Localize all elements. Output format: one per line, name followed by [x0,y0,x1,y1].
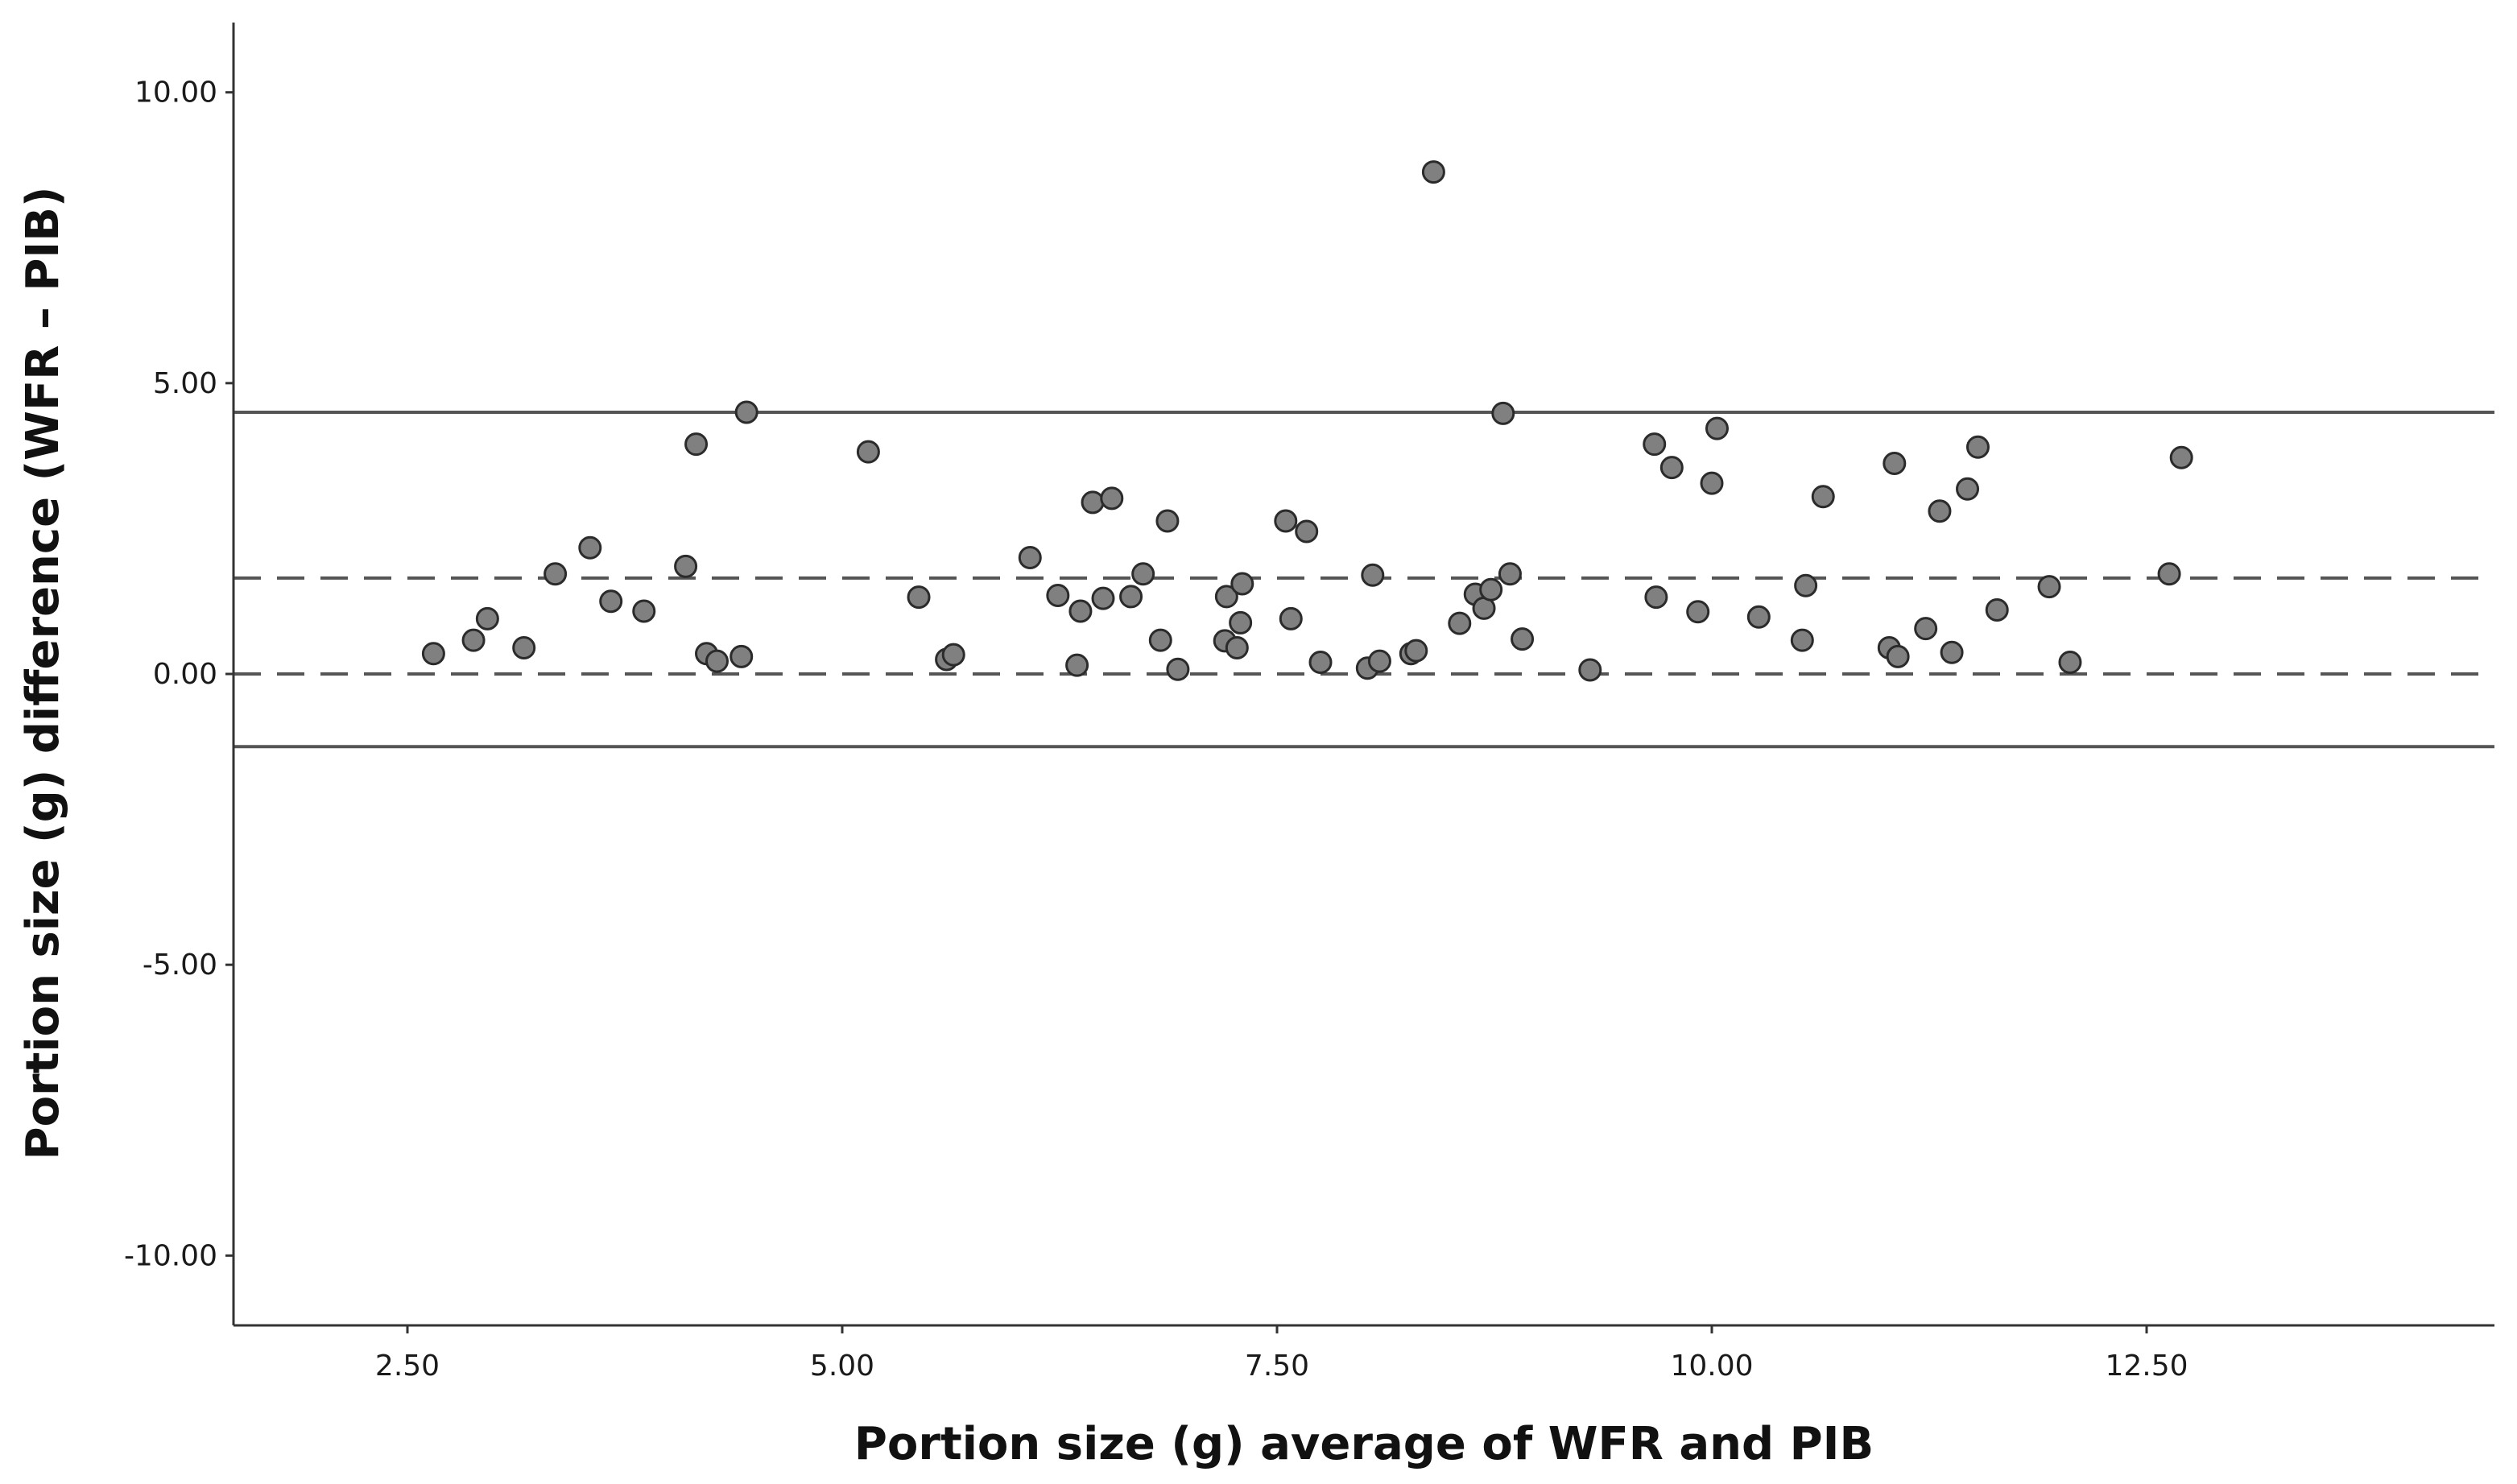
data-point [1965,435,1990,459]
data-point [1644,585,1668,610]
data-point [1361,563,1385,587]
y-tick-label: -10.00 [124,1239,217,1272]
data-point [1790,628,1814,652]
data-point [475,606,499,630]
data-point [2058,651,2082,675]
data-point [1746,605,1771,629]
data-point [1421,160,1445,184]
data-point [1940,640,1964,664]
data-point [1700,471,1724,495]
data-point [632,599,656,623]
data-point [1274,509,1298,533]
data-point [1498,562,1522,586]
x-axis-ticks: 2.50 5.00 7.50 10.00 12.50 [375,1325,2188,1383]
data-point [684,432,709,457]
data-point [1479,577,1503,601]
data-point [1279,606,1303,630]
x-tick-label: 7.50 [1245,1350,1309,1383]
data-point [1148,628,1172,652]
data-point [856,440,880,464]
data-point [1166,657,1190,681]
data-point [1367,649,1391,673]
data-point [543,562,568,586]
x-tick-label: 2.50 [375,1350,440,1383]
data-point [599,589,623,614]
data-point [1225,635,1249,659]
data-point [1643,432,1667,457]
y-tick-label: -5.00 [143,949,217,982]
data-point [1511,627,1535,651]
data-point [1794,573,1818,597]
data-point [1308,651,1333,675]
x-tick-label: 10.00 [1670,1350,1753,1383]
x-axis-title: Portion size (g) average of WFR and PIB [854,1418,1874,1470]
y-tick-label: 0.00 [153,658,217,691]
data-point [1956,477,1980,501]
data-point [1155,509,1180,533]
data-point [1068,599,1093,623]
data-point [1985,598,2009,622]
data-point [1705,416,1729,440]
data-point [734,400,758,424]
data-point [578,535,602,560]
data-point [461,628,486,652]
data-point [729,644,754,668]
data-point [2037,575,2061,599]
data-point [1091,586,1115,610]
data-point [705,649,729,673]
data-point [1578,658,1602,682]
data-points [421,160,2193,682]
data-point [421,642,445,666]
x-tick-label: 5.00 [810,1350,874,1383]
data-point [1100,486,1124,511]
y-tick-label: 5.00 [153,367,217,400]
y-axis-ticks: 10.00 5.00 0.00 -5.00 -10.00 [124,76,234,1272]
data-point [674,554,698,578]
data-point [1214,585,1238,609]
y-tick-label: 10.00 [134,76,217,110]
x-tick-label: 12.50 [2105,1350,2188,1383]
data-point [907,585,931,610]
y-axis-title: Portion size (g) difference (WFR – PIB) [17,187,69,1160]
data-point [1883,452,1907,476]
data-point [1065,653,1089,677]
data-point [2169,445,2193,469]
data-point [1659,456,1684,480]
data-point [1404,639,1428,663]
data-point [1046,583,1070,607]
data-point [2157,562,2181,586]
data-point [1811,485,1835,509]
data-point [1119,585,1143,609]
data-point [1081,490,1105,515]
data-point [1686,600,1710,624]
data-point [1229,610,1253,635]
data-point [1295,519,1319,544]
data-point [1491,401,1515,425]
data-point [1914,617,1938,641]
data-point [1886,644,1910,668]
data-point [1230,572,1254,596]
data-point [1131,562,1155,586]
data-point [1928,499,1952,523]
data-point [1448,611,1472,635]
data-point [1018,546,1042,570]
data-point [512,635,536,659]
data-point [941,643,965,667]
